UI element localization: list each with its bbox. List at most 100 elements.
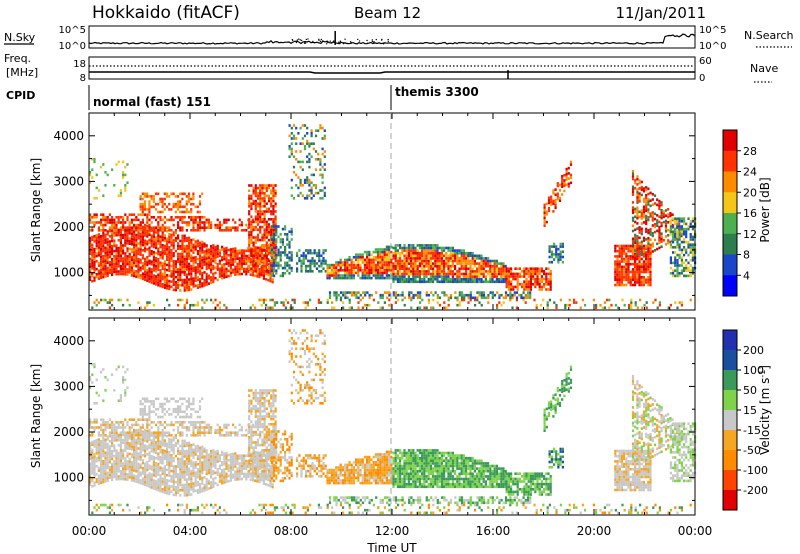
power-cell [412,270,415,273]
velocity-cell [141,459,144,462]
power-cell [148,202,151,206]
velocity-cell [108,466,111,469]
power-cell [687,269,690,272]
power-cell [214,276,217,280]
power-cell [256,238,260,242]
power-cell [277,248,280,252]
velocity-cell [119,454,122,457]
power-cell [152,243,155,246]
power-cell [229,266,232,269]
velocity-cell [100,445,103,448]
power-cell [263,249,266,252]
power-cell [243,267,246,271]
power-cell [254,210,257,213]
power-cell [467,257,470,260]
power-cell [155,244,158,247]
power-cell [493,280,496,284]
power-cell [317,158,320,161]
power-cell [352,266,355,269]
power-cell [630,303,633,307]
power-cell [128,237,131,240]
power-cell [259,262,262,265]
power-cell [458,267,461,271]
power-cell [128,239,131,243]
power-cell [620,283,623,287]
power-cell [410,262,413,265]
power-cell [436,280,439,284]
power-cell [284,248,287,252]
velocity-cell [106,435,109,438]
power-cell [636,247,639,250]
velocity-cell [150,431,153,435]
power-cell [165,195,169,198]
power-cell [270,251,273,254]
power-cell [288,147,291,151]
power-cell [234,229,237,232]
power-cell [658,199,661,203]
power-cell [647,200,650,204]
power-cell [117,216,120,219]
velocity-cell [126,436,129,440]
power-cell [111,250,114,253]
velocity-cell [133,466,136,470]
power-cell [270,228,273,231]
power-cell [185,202,188,206]
power-cell [660,203,663,207]
power-cell [405,251,408,255]
power-cell [223,250,226,253]
velocity-cell [126,460,129,463]
power-cell [163,236,166,240]
power-cell [640,278,643,282]
power-cell [183,237,186,240]
power-cell [620,249,623,253]
power-cell [647,239,650,243]
velocity-cell [128,460,131,463]
velocity-cell [102,473,105,476]
power-cell [115,252,118,255]
velocity-cell [104,472,107,475]
power-cell [170,285,173,289]
power-cell [671,213,674,216]
power-cell [407,267,410,271]
power-cell [168,195,171,198]
power-cell [143,192,147,196]
power-cell [636,244,639,248]
power-cell [93,268,96,272]
power-cell [279,274,282,278]
power-cell [649,268,652,271]
velocity-cell [130,468,133,472]
power-cell [335,296,338,300]
velocity-cell [144,431,147,434]
velocity-cell [139,450,142,454]
power-cell [199,285,202,289]
power-cell [405,246,408,250]
power-cell [500,277,503,281]
power-cell [100,253,103,256]
power-cell [680,234,683,238]
power-cell [256,254,260,257]
power-cell [298,249,301,252]
power-cell [177,237,180,240]
power-cell [364,303,367,307]
power-cell [683,248,686,252]
power-cell [563,179,566,182]
velocity-cell [148,438,151,442]
power-cell [438,270,441,273]
power-cell [478,280,481,284]
velocity-cell [130,466,133,469]
power-cell [638,278,641,282]
power-cell [403,270,406,273]
velocity-cell [146,476,149,480]
power-cell [130,261,133,264]
power-cell [645,206,648,210]
power-cell [313,264,316,268]
power-cell [201,298,204,302]
power-cell [543,285,546,289]
power-cell [638,244,641,248]
power-cell [326,269,329,272]
power-cell [451,254,454,258]
velocity-cell [122,464,125,468]
power-cell [629,281,632,284]
power-cell [221,229,224,232]
power-cell [256,272,259,275]
